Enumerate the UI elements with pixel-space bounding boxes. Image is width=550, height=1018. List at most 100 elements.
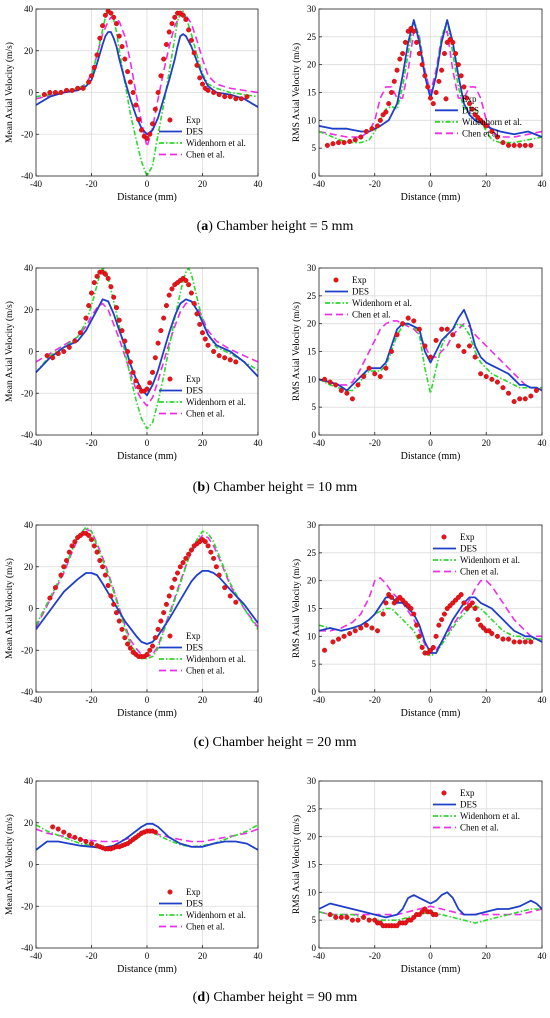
exp-marker — [130, 369, 136, 375]
exp-marker — [125, 349, 131, 355]
exp-marker — [433, 912, 439, 918]
x-tick-label: -40 — [30, 179, 42, 189]
x-tick-label: 0 — [428, 179, 433, 189]
legend-label: Exp — [186, 631, 201, 641]
y-tick-label: 20 — [24, 562, 34, 572]
x-axis-label: Distance (mm) — [117, 708, 177, 719]
x-tick-label: 20 — [482, 438, 492, 448]
exp-marker — [506, 636, 512, 642]
legend-label: Exp — [352, 275, 367, 285]
exp-marker — [102, 12, 108, 18]
x-tick-label: -20 — [369, 951, 381, 961]
exp-marker — [55, 351, 61, 357]
exp-marker — [238, 96, 244, 102]
exp-marker — [517, 396, 523, 402]
x-tick-label: -20 — [369, 179, 381, 189]
legend-label: Chen et al. — [186, 150, 225, 160]
x-tick-label: -40 — [313, 695, 325, 705]
exp-marker — [199, 81, 205, 87]
exp-marker — [233, 96, 239, 102]
exp-marker — [330, 141, 336, 147]
exp-marker — [116, 317, 122, 323]
exp-marker — [411, 28, 417, 34]
exp-marker — [511, 399, 517, 405]
exp-marker — [419, 644, 425, 650]
exp-marker — [113, 305, 119, 311]
exp-marker — [227, 593, 233, 599]
caption-b: (b) Chamber height = 10 mm — [192, 480, 358, 495]
exp-marker — [125, 641, 131, 647]
y-tick-label: 0 — [312, 171, 317, 181]
x-tick-label: 40 — [538, 695, 548, 705]
exp-marker — [169, 585, 175, 591]
exp-marker — [472, 354, 478, 360]
x-tick-label: 20 — [482, 951, 492, 961]
exp-marker — [194, 311, 200, 317]
exp-marker — [91, 543, 97, 549]
exp-marker — [41, 92, 47, 98]
exp-marker — [414, 39, 420, 45]
exp-marker — [186, 27, 192, 33]
caption-b-text: Chamber height = 10 mm — [209, 480, 358, 495]
legend-marker-exp — [441, 790, 447, 796]
series-line-chen — [319, 905, 542, 916]
y-tick-label: 0 — [29, 347, 34, 357]
series-line-chen — [36, 300, 258, 407]
legend-label: DES — [186, 899, 203, 909]
exp-marker — [177, 564, 183, 570]
x-tick-label: 20 — [198, 695, 208, 705]
exp-marker — [88, 537, 94, 543]
exp-marker — [64, 87, 70, 93]
exp-marker — [511, 639, 517, 645]
exp-marker — [211, 89, 217, 95]
y-tick-label: 5 — [312, 659, 317, 669]
exp-marker — [94, 52, 100, 58]
exp-marker — [441, 51, 447, 57]
exp-marker — [130, 89, 136, 95]
y-tick-label: 15 — [307, 860, 317, 870]
chart-a-mean: -40 -20 0 20 40 -40 -20 0 20 40 Distance (mm) Mean … — [4, 4, 263, 203]
x-tick-label: -20 — [369, 695, 381, 705]
series-line-des — [319, 308, 542, 392]
exp-marker — [478, 371, 484, 377]
exp-marker — [152, 635, 158, 641]
exp-marker — [102, 572, 108, 578]
exp-marker — [522, 142, 528, 148]
y-tick-label: 40 — [24, 4, 34, 14]
caption-c-text: Chamber height = 20 mm — [209, 735, 357, 750]
exp-marker — [152, 829, 158, 835]
exp-marker — [416, 51, 422, 57]
exp-marker — [338, 914, 344, 920]
exp-marker — [152, 106, 158, 112]
caption-b-letter: b — [197, 480, 206, 495]
exp-marker — [366, 365, 372, 371]
exp-marker — [467, 101, 473, 107]
exp-marker — [191, 300, 197, 306]
exp-marker — [397, 56, 403, 62]
exp-marker — [58, 572, 64, 578]
legend-label: DES — [460, 544, 477, 554]
x-axis-label: Distance (mm) — [401, 964, 461, 975]
exp-marker — [91, 64, 97, 70]
exp-marker — [458, 592, 464, 598]
exp-marker — [388, 594, 394, 600]
exp-marker — [430, 101, 436, 107]
exp-marker — [216, 353, 222, 359]
exp-marker — [528, 393, 534, 399]
exp-marker — [163, 303, 169, 309]
x-axis-label: Distance (mm) — [117, 451, 177, 462]
exp-marker — [433, 89, 439, 95]
y-tick-label: -40 — [21, 687, 33, 697]
y-tick-label: -20 — [21, 901, 33, 911]
exp-marker — [349, 917, 355, 923]
legend-label: Chen et al. — [460, 823, 499, 833]
exp-marker — [355, 917, 361, 923]
exp-marker — [136, 117, 142, 123]
exp-marker — [158, 618, 164, 624]
exp-marker — [116, 618, 122, 624]
exp-marker — [338, 387, 344, 393]
exp-marker — [327, 912, 333, 918]
exp-marker — [336, 636, 342, 642]
exp-marker — [483, 374, 489, 380]
